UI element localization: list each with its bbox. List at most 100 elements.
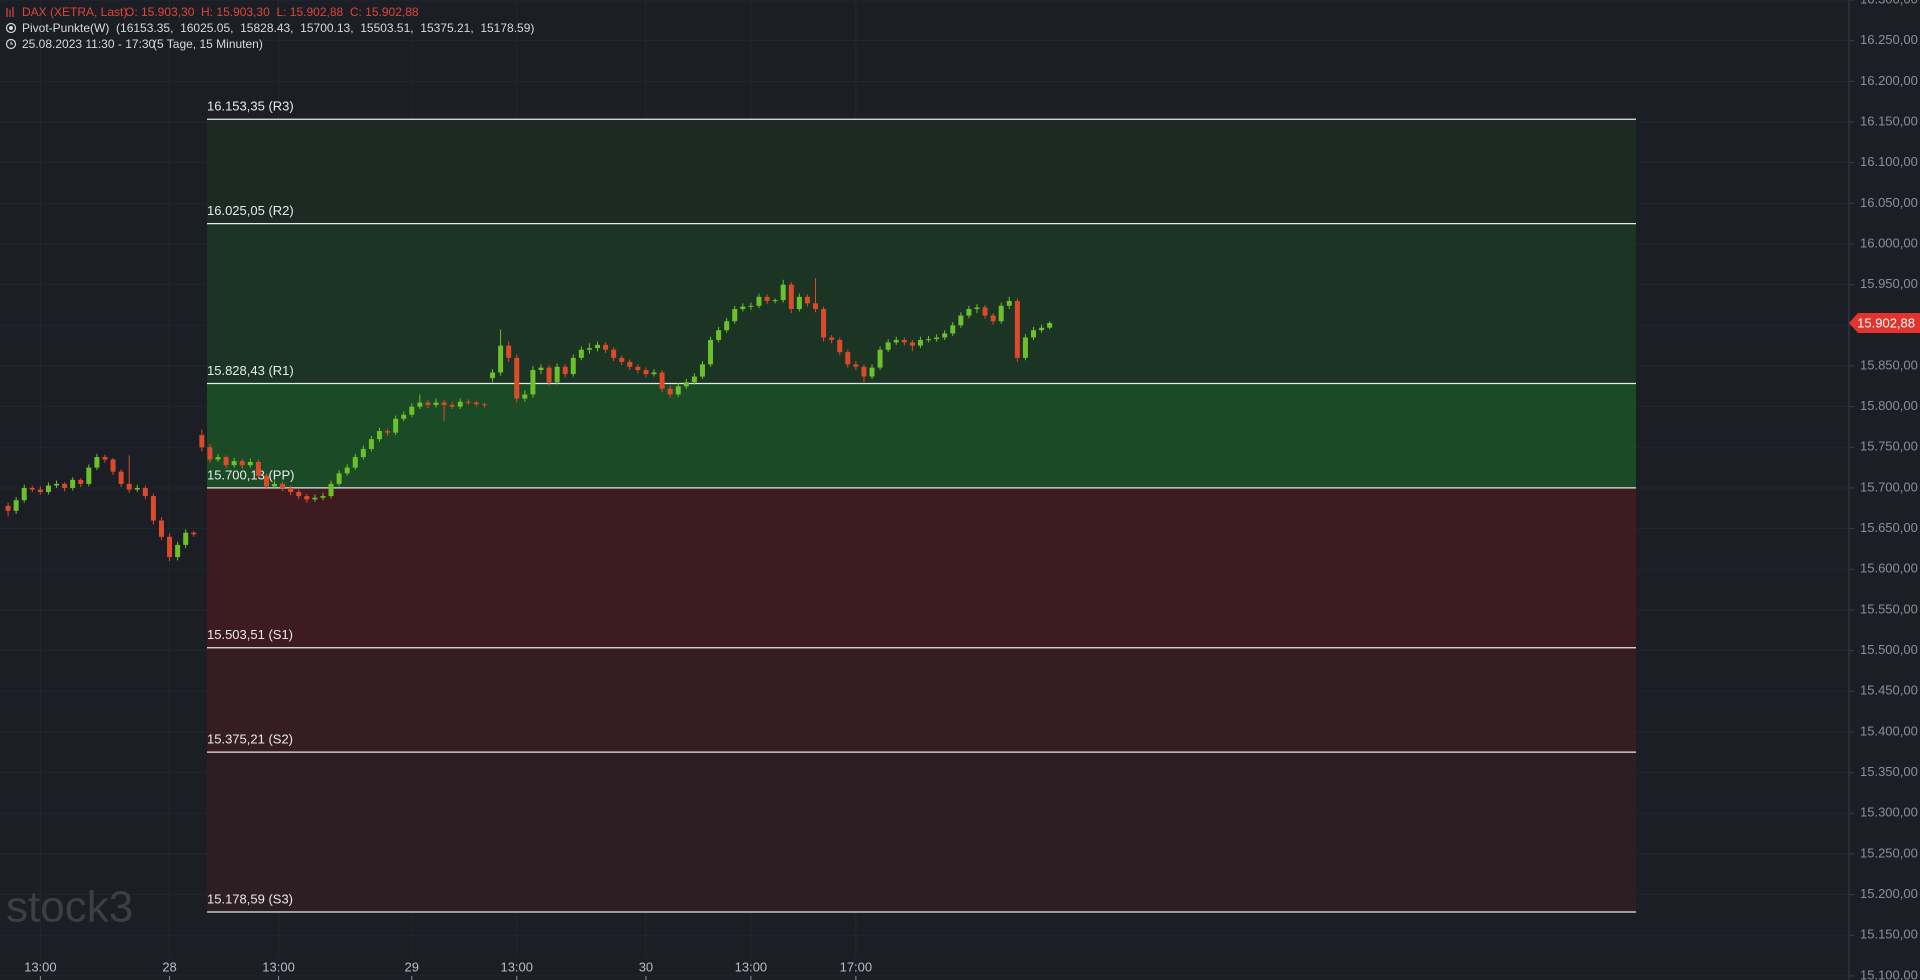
candle-body (530, 370, 536, 395)
pivot-label: 15.700,13 (PP) (207, 467, 294, 482)
candle-body (368, 439, 374, 449)
clock-hands (10, 41, 13, 45)
y-tick-label: 15.300,00 (1860, 805, 1918, 820)
x-tick-label: 13:00 (735, 959, 768, 974)
clock-icon (5, 38, 17, 50)
candle-body (740, 306, 746, 310)
candle-body (433, 402, 439, 406)
indicator-icon-dot (9, 26, 13, 30)
last-price-label: 15.902,88 (1857, 315, 1915, 330)
y-tick-label: 15.750,00 (1860, 439, 1918, 454)
candle-body (118, 471, 124, 484)
candle-body (102, 457, 108, 460)
candle-body (272, 483, 278, 487)
candle-body (29, 487, 35, 490)
y-tick-label: 16.300,00 (1860, 0, 1918, 6)
candle-body (570, 357, 576, 375)
candle-body (360, 448, 366, 458)
x-tick-label: 13:00 (262, 959, 295, 974)
candle-body (845, 352, 851, 365)
candle-body (409, 406, 415, 415)
candle-body (909, 342, 915, 346)
candle-body (958, 315, 964, 326)
y-tick-label: 16.250,00 (1860, 32, 1918, 47)
candle-body (344, 467, 350, 474)
candle-body (594, 344, 600, 349)
candle-body (45, 485, 51, 493)
y-tick-label: 15.600,00 (1860, 561, 1918, 576)
pivot-label: 16.025,05 (R2) (207, 203, 294, 218)
last-price-tag (1849, 312, 1920, 333)
candle-body (473, 402, 479, 405)
candle-body (853, 364, 859, 367)
candle-body (708, 339, 714, 365)
candle-body (62, 483, 68, 488)
candle-body (506, 345, 512, 358)
candle-body (263, 475, 269, 487)
candle-body (926, 339, 932, 341)
x-tick-label: 30 (639, 959, 653, 974)
candle-body (1022, 337, 1028, 358)
candle-body (804, 296, 810, 304)
instrument-title: DAX (XETRA, Last) (22, 5, 127, 19)
candle-body (837, 339, 843, 353)
candle-body (401, 414, 407, 419)
candle-body (457, 401, 463, 407)
candle-body (142, 487, 148, 497)
candle-body (950, 325, 956, 334)
candle-body (465, 401, 471, 403)
y-tick-label: 15.800,00 (1860, 398, 1918, 413)
candle-body (901, 339, 907, 343)
candle-body (304, 496, 310, 500)
candle-body (611, 349, 617, 358)
candle-body (675, 386, 681, 395)
candle-body (716, 330, 722, 340)
candle-body (417, 402, 423, 407)
y-tick-label: 16.200,00 (1860, 73, 1918, 88)
candle-body (538, 367, 544, 371)
y-tick-label: 15.650,00 (1860, 520, 1918, 535)
candle-body (490, 372, 496, 379)
y-tick-label: 16.000,00 (1860, 235, 1918, 250)
candle-body (885, 342, 891, 350)
pivot-zone (207, 223, 1636, 384)
y-tick-label: 16.100,00 (1860, 154, 1918, 169)
candle-body (724, 321, 730, 331)
candle-body (296, 492, 302, 497)
candle-body (546, 367, 552, 383)
candle-body (336, 473, 342, 484)
ohlc-label: O: 15.903,30 H: 15.903,30 L: 15.902,88 C… (125, 5, 419, 19)
candle-body (554, 366, 560, 383)
candle-body (231, 461, 237, 466)
candle-body (215, 457, 221, 460)
y-tick-label: 16.050,00 (1860, 195, 1918, 210)
candle-body (352, 457, 358, 468)
y-tick-label: 15.550,00 (1860, 601, 1918, 616)
candle-body (199, 435, 205, 448)
candle-body (385, 431, 391, 433)
candle-body (691, 376, 697, 383)
candle-body (425, 402, 431, 406)
candle-body (699, 364, 705, 377)
candle-body (861, 366, 867, 377)
candle-body (1039, 327, 1045, 331)
candle-body (974, 307, 980, 310)
candle-body (1006, 300, 1012, 306)
candle-body (13, 500, 19, 511)
chart-icon (6, 7, 14, 17)
candle-body (54, 483, 60, 486)
period-detail: (5 Tage, 15 Minuten) (153, 37, 263, 51)
candle-body (191, 532, 197, 535)
candle-body (796, 296, 802, 310)
candles (5, 278, 1053, 562)
candle-body (207, 447, 213, 460)
candle-body (150, 496, 156, 521)
candle-body (134, 487, 140, 490)
candle-body (893, 339, 899, 343)
candle-body (659, 372, 665, 389)
candle-body (441, 402, 447, 406)
candle-body (1031, 330, 1037, 338)
candle-body (877, 349, 883, 368)
